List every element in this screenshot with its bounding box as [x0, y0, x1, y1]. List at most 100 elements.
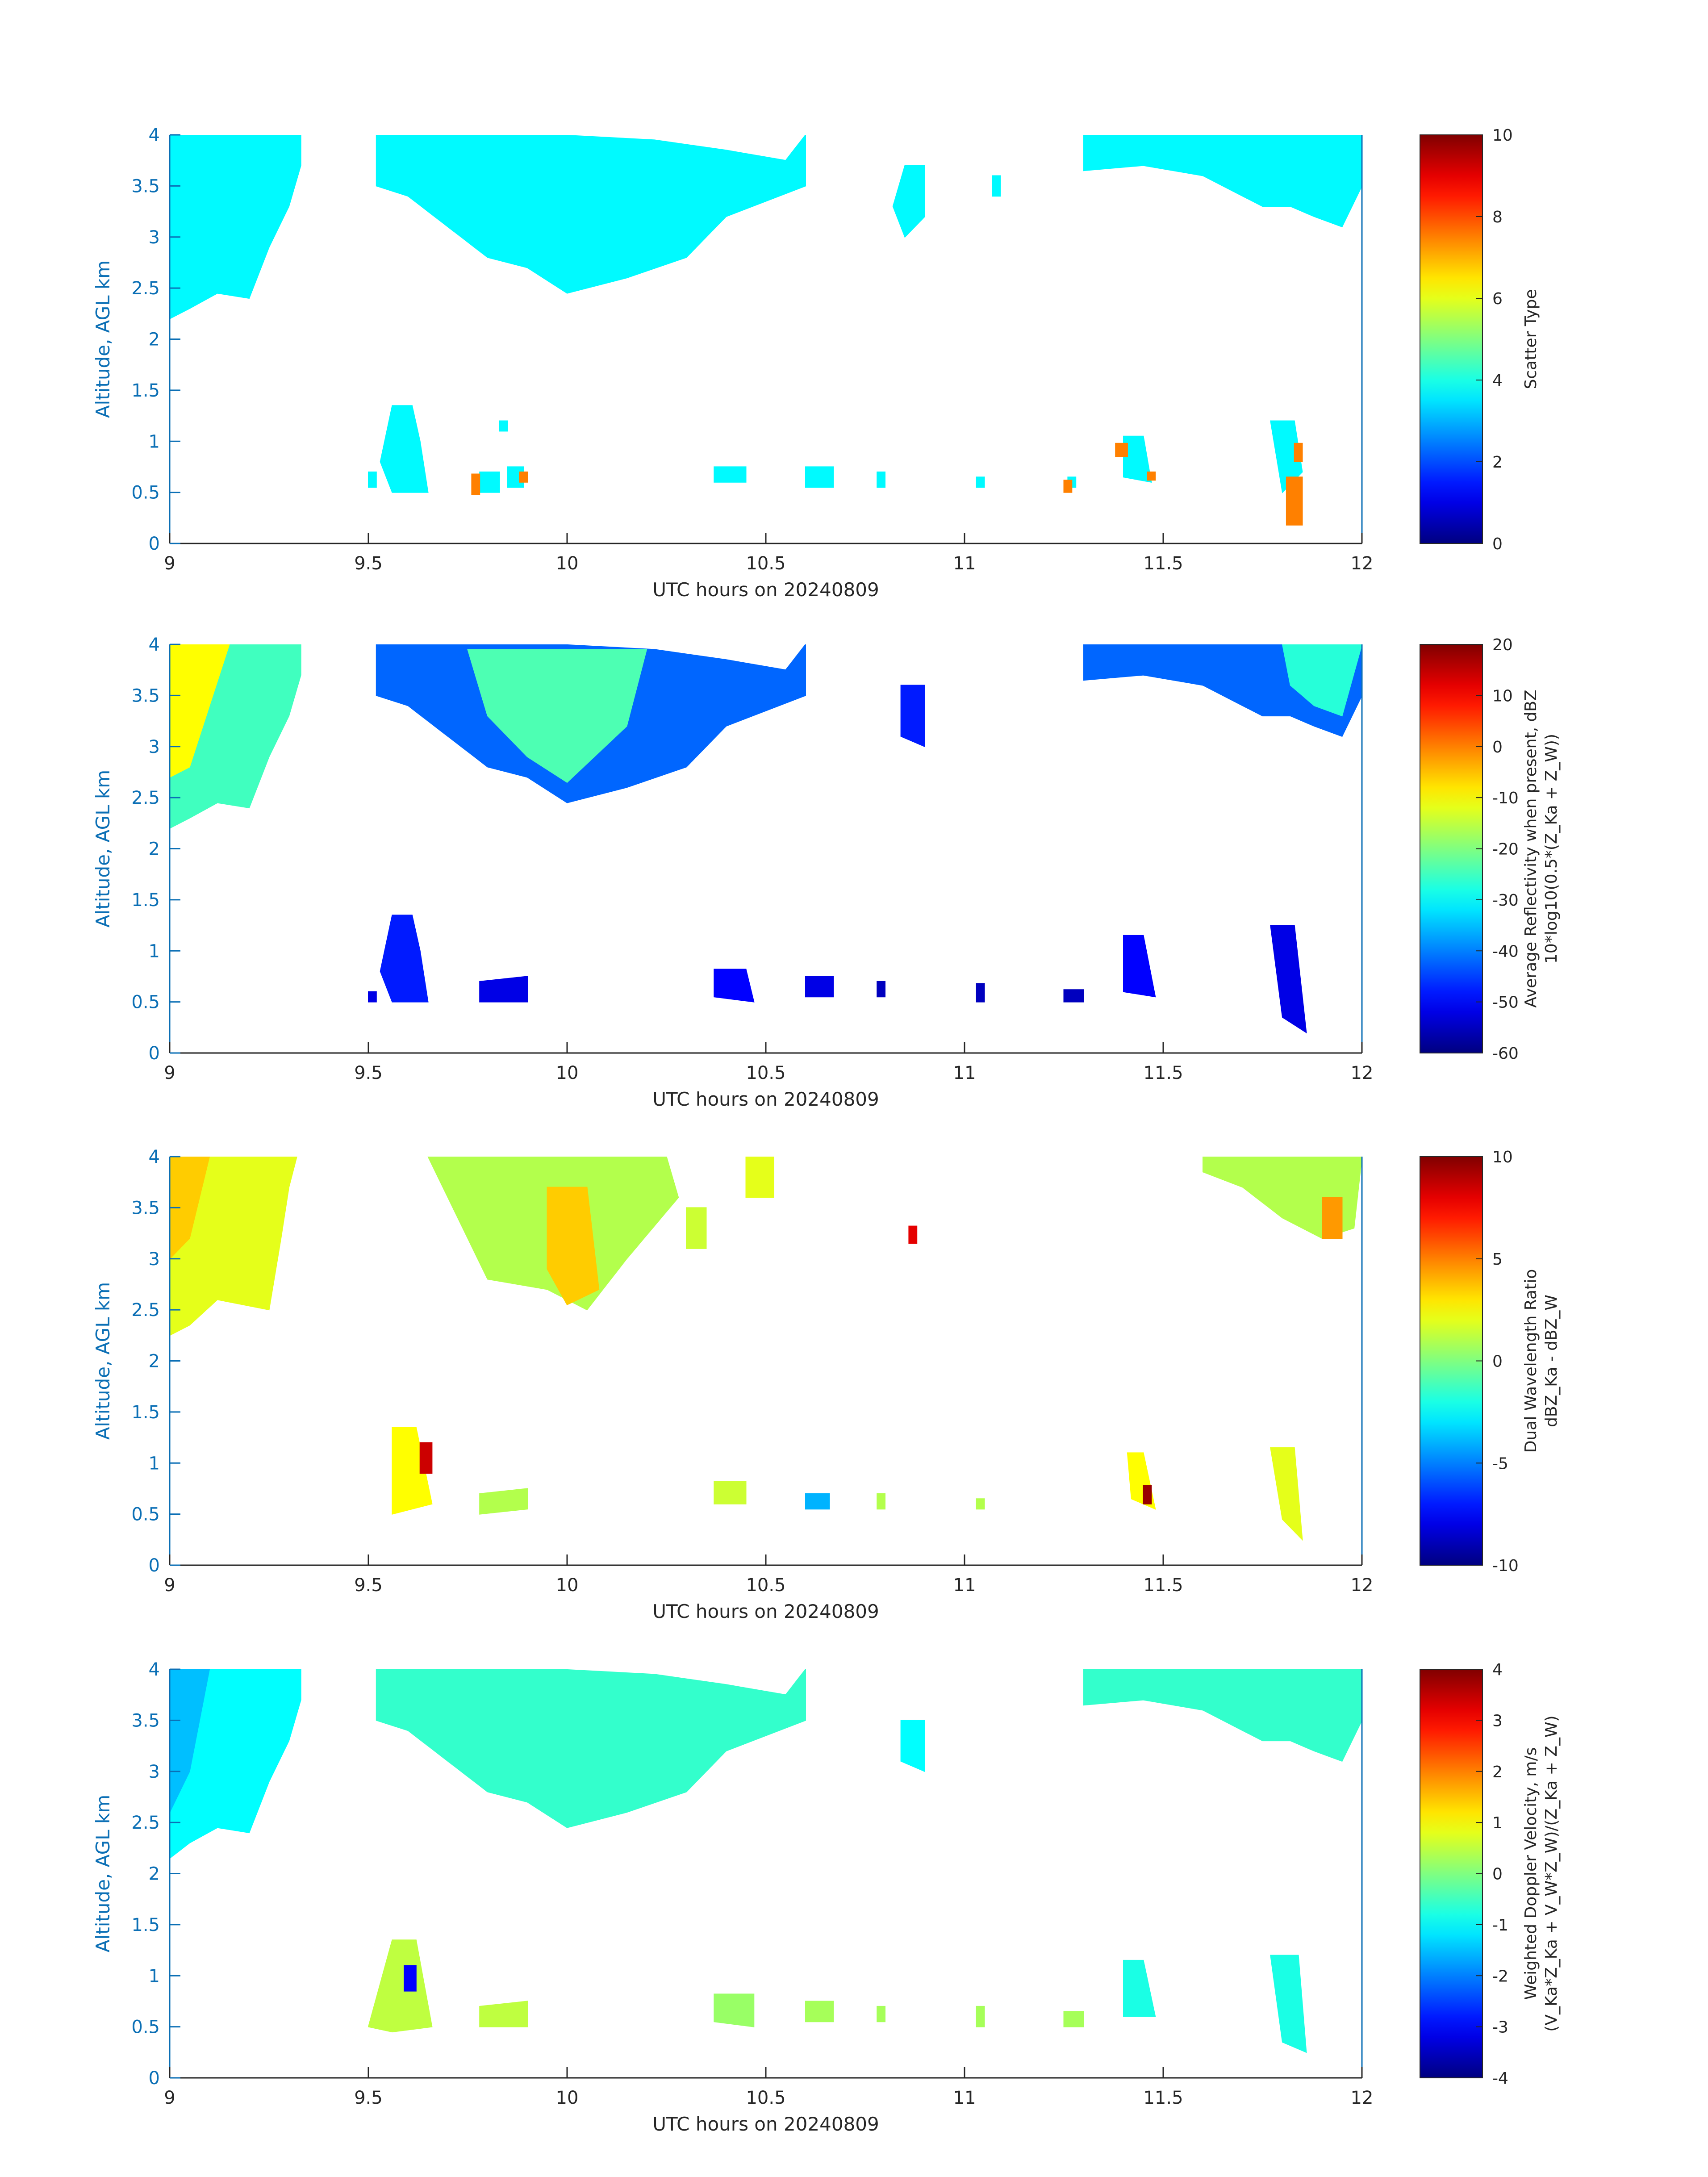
- x-tick-label: 11: [953, 1063, 976, 1083]
- y-tick-label: 0.5: [131, 992, 160, 1013]
- y-tick-label: 4: [149, 1147, 160, 1167]
- colorbar-tick-label: -5: [1492, 1454, 1508, 1473]
- data-region: [1083, 1669, 1362, 1762]
- colorbar-tick-label: 2: [1492, 453, 1503, 472]
- data-region: [499, 420, 508, 432]
- colorbar-title: (V_Ka*Z_Ka + V_W*Z_W)/(Z_Ka + Z_W): [1542, 1715, 1561, 2031]
- data-region: [900, 1720, 925, 1772]
- data-region: [992, 175, 1001, 197]
- data-region: [1123, 1960, 1156, 2017]
- x-tick-label: 9.5: [354, 1063, 383, 1083]
- y-tick-label: 2.5: [131, 278, 160, 299]
- y-tick-label: 1.5: [131, 1915, 160, 1935]
- colorbar: 0 2 4 6 8 10 Scatter Type: [1420, 126, 1540, 553]
- colorbar-title: Weighted Doppler Velocity, m/s: [1522, 1747, 1540, 2000]
- y-tick-label: 2.5: [131, 788, 160, 808]
- y-tick-label: 0: [149, 1043, 160, 1064]
- data-region: [976, 1498, 985, 1510]
- data-region: [170, 1669, 210, 1813]
- x-tick-label: 10.5: [746, 1063, 785, 1083]
- y-tick-label: 4: [149, 1659, 160, 1680]
- x-axis-title: UTC hours on 20240809: [652, 1088, 879, 1110]
- colorbar-tick-label: -4: [1492, 2069, 1508, 2088]
- y-tick-label: 2: [149, 1351, 160, 1372]
- data-region: [714, 466, 747, 483]
- y-tick-label: 2: [149, 1864, 160, 1885]
- data-region: [376, 135, 806, 294]
- plot-area: [170, 1157, 1362, 1565]
- x-tick-label: 11.5: [1143, 2088, 1183, 2108]
- x-axis-title: UTC hours on 20240809: [652, 579, 879, 601]
- colorbar-tick-label: -3: [1492, 2018, 1508, 2037]
- colorbar-tick-label: 10: [1492, 126, 1513, 145]
- data-region: [170, 1669, 301, 1859]
- colorbar-tick-label: 0: [1492, 1865, 1503, 1884]
- data-region: [805, 1493, 830, 1510]
- data-region: [479, 471, 500, 493]
- data-region: [467, 649, 647, 783]
- x-tick-label: 9: [164, 2088, 175, 2108]
- x-tick-label: 10: [556, 553, 579, 574]
- x-tick-label: 11.5: [1143, 1063, 1183, 1083]
- y-tick-label: 2: [149, 839, 160, 860]
- data-region: [1294, 443, 1303, 462]
- y-tick-label: 4: [149, 635, 160, 655]
- data-region: [380, 915, 429, 1003]
- colorbar-gradient: [1420, 1669, 1483, 2078]
- y-tick-label: 3: [149, 1762, 160, 1782]
- colorbar-tick-label: 2: [1492, 1763, 1503, 1781]
- x-tick-label: 9: [164, 553, 175, 574]
- x-tick-label: 12: [1351, 553, 1374, 574]
- x-tick-label: 9.5: [354, 2088, 383, 2108]
- colorbar-title: Scatter Type: [1522, 289, 1540, 389]
- y-tick-label: 2.5: [131, 1300, 160, 1320]
- y-tick-label: 1: [149, 431, 160, 452]
- x-axis-title: UTC hours on 20240809: [652, 1600, 879, 1622]
- data-regions: [170, 1157, 1362, 1541]
- data-region: [1063, 989, 1084, 1003]
- data-region: [900, 685, 925, 748]
- colorbar-tick-label: 8: [1492, 208, 1503, 226]
- colorbar-tick-label: -60: [1492, 1045, 1519, 1063]
- data-region: [1286, 476, 1303, 526]
- data-region: [404, 1965, 417, 1992]
- data-region: [805, 466, 834, 488]
- data-region: [805, 976, 834, 998]
- y-tick-label: 0: [149, 534, 160, 554]
- data-region: [479, 1488, 528, 1515]
- colorbar-tick-label: 4: [1492, 1661, 1503, 1679]
- x-tick-label: 12: [1351, 2088, 1374, 2108]
- plot-area: [170, 644, 1362, 1053]
- colorbar-tick-label: -30: [1492, 891, 1519, 910]
- colorbar: -10 -5 0 5 10 Dual Wavelength Ratio dBZ_Ka - d…: [1420, 1148, 1561, 1575]
- x-tick-label: 10: [556, 1063, 579, 1083]
- colorbar-gradient: [1420, 1156, 1483, 1566]
- y-tick-label: 0: [149, 1555, 160, 1576]
- data-region: [1143, 1485, 1152, 1504]
- colorbar-tick-label: 20: [1492, 636, 1513, 654]
- colorbar-tick-label: 3: [1492, 1712, 1503, 1730]
- y-tick-label: 0.5: [131, 1504, 160, 1525]
- x-tick-label: 11.5: [1143, 1575, 1183, 1596]
- data-region: [1270, 420, 1303, 493]
- data-region: [170, 1157, 210, 1260]
- data-region: [805, 2001, 834, 2022]
- data-region: [519, 471, 528, 483]
- data-region: [877, 2006, 885, 2022]
- data-region: [1282, 644, 1362, 717]
- y-axis-title: Altitude, AGL km: [92, 1282, 114, 1440]
- data-region: [686, 1207, 707, 1249]
- y-axis-title: Altitude, AGL km: [92, 770, 114, 928]
- data-region: [976, 476, 985, 488]
- data-region: [1083, 135, 1362, 228]
- y-tick-label: 0: [149, 2068, 160, 2089]
- data-region: [1322, 1197, 1343, 1239]
- x-tick-label: 10.5: [746, 2088, 785, 2108]
- colorbar-tick-label: 6: [1492, 290, 1503, 308]
- data-regions: [170, 135, 1362, 526]
- data-region: [1270, 925, 1307, 1034]
- y-tick-label: 4: [149, 125, 160, 146]
- data-region: [1270, 1955, 1307, 2053]
- data-region: [392, 1427, 433, 1515]
